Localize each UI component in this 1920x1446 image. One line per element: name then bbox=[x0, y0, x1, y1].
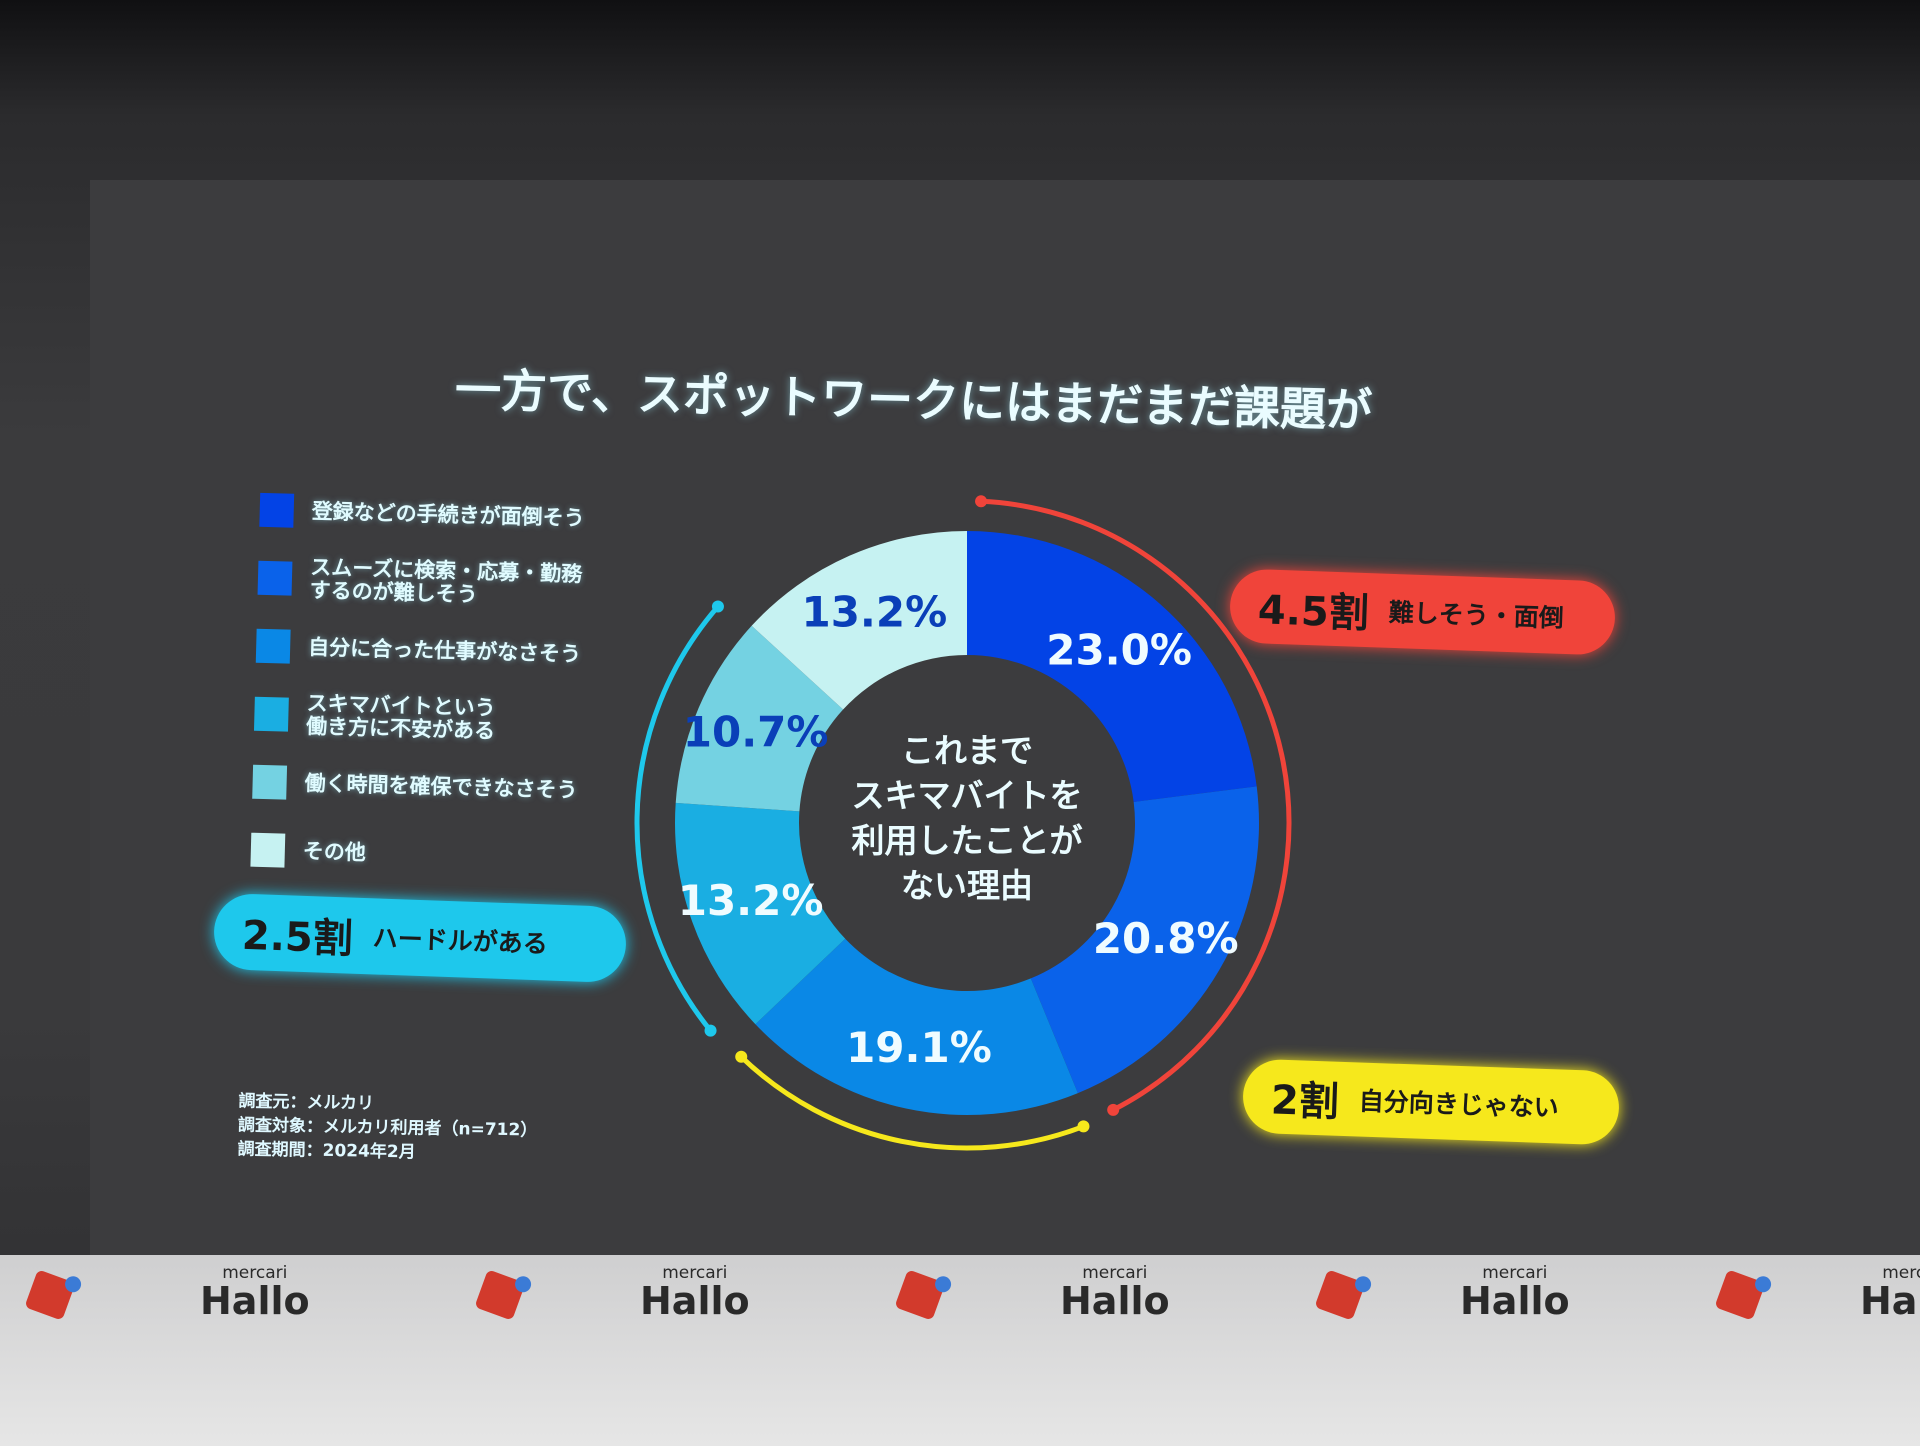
group-bracket-arc bbox=[980, 498, 1292, 1113]
badge-value: 2割 bbox=[1270, 1077, 1340, 1126]
slice-label: 13.2% bbox=[678, 876, 824, 925]
center-line: 利用したことが bbox=[851, 821, 1083, 860]
arc-endpoint bbox=[704, 1024, 717, 1037]
slice-label: 20.8% bbox=[1093, 914, 1239, 963]
mercari-cube-logo bbox=[24, 1269, 76, 1321]
slice-label: 10.7% bbox=[683, 707, 829, 756]
arc-endpoint bbox=[1077, 1120, 1090, 1133]
arc-endpoint bbox=[1107, 1103, 1120, 1116]
slice-label: 19.1% bbox=[846, 1023, 992, 1072]
mercari-cube-logo bbox=[1314, 1269, 1366, 1321]
arc-endpoint bbox=[711, 600, 724, 613]
group-badge-hard: 4.5割 難しそう・面倒 bbox=[1228, 568, 1617, 656]
arc-endpoint bbox=[735, 1050, 748, 1063]
center-line: これまで bbox=[901, 731, 1033, 770]
donut-slice bbox=[675, 802, 846, 1025]
center-label: これまで スキマバイトを 利用したことが ない理由 bbox=[837, 728, 1097, 908]
mercari-cube-logo bbox=[474, 1269, 526, 1321]
mercari-cube-logo bbox=[1714, 1269, 1766, 1321]
center-line: スキマバイトを bbox=[851, 776, 1083, 815]
badge-value: 2.5割 bbox=[241, 912, 354, 963]
group-badge-fit: 2割 自分向きじゃない bbox=[1241, 1058, 1621, 1146]
donut-slice bbox=[751, 531, 967, 710]
survey-notes: 調査元：メルカリ 調査対象：メルカリ利用者（n=712） 調査期間：2024年2… bbox=[237, 1089, 538, 1166]
badge-value: 4.5割 bbox=[1257, 587, 1370, 638]
donut-slice bbox=[755, 938, 1078, 1115]
group-bracket-arc bbox=[739, 1054, 1085, 1151]
donut-slice bbox=[675, 625, 844, 812]
badge-text: ハードルがある bbox=[372, 923, 549, 959]
arc-endpoint bbox=[975, 495, 988, 508]
slice-label: 13.2% bbox=[801, 587, 947, 636]
center-line: ない理由 bbox=[901, 866, 1033, 905]
donut-slice bbox=[967, 531, 1257, 802]
backdrop-banner: mercari Hallo mercari Hallo mercari Hallo merc… bbox=[0, 1255, 1920, 1446]
slice-label: 23.0% bbox=[1046, 625, 1192, 674]
mercari-cube-logo bbox=[894, 1269, 946, 1321]
group-bracket-arc bbox=[634, 604, 720, 1033]
donut-slice bbox=[1030, 786, 1259, 1094]
badge-text: 難しそう・面倒 bbox=[1388, 597, 1565, 633]
group-badge-hurdle: 2.5割 ハードルがある bbox=[212, 892, 628, 984]
badge-text: 自分向きじゃない bbox=[1358, 1086, 1560, 1123]
